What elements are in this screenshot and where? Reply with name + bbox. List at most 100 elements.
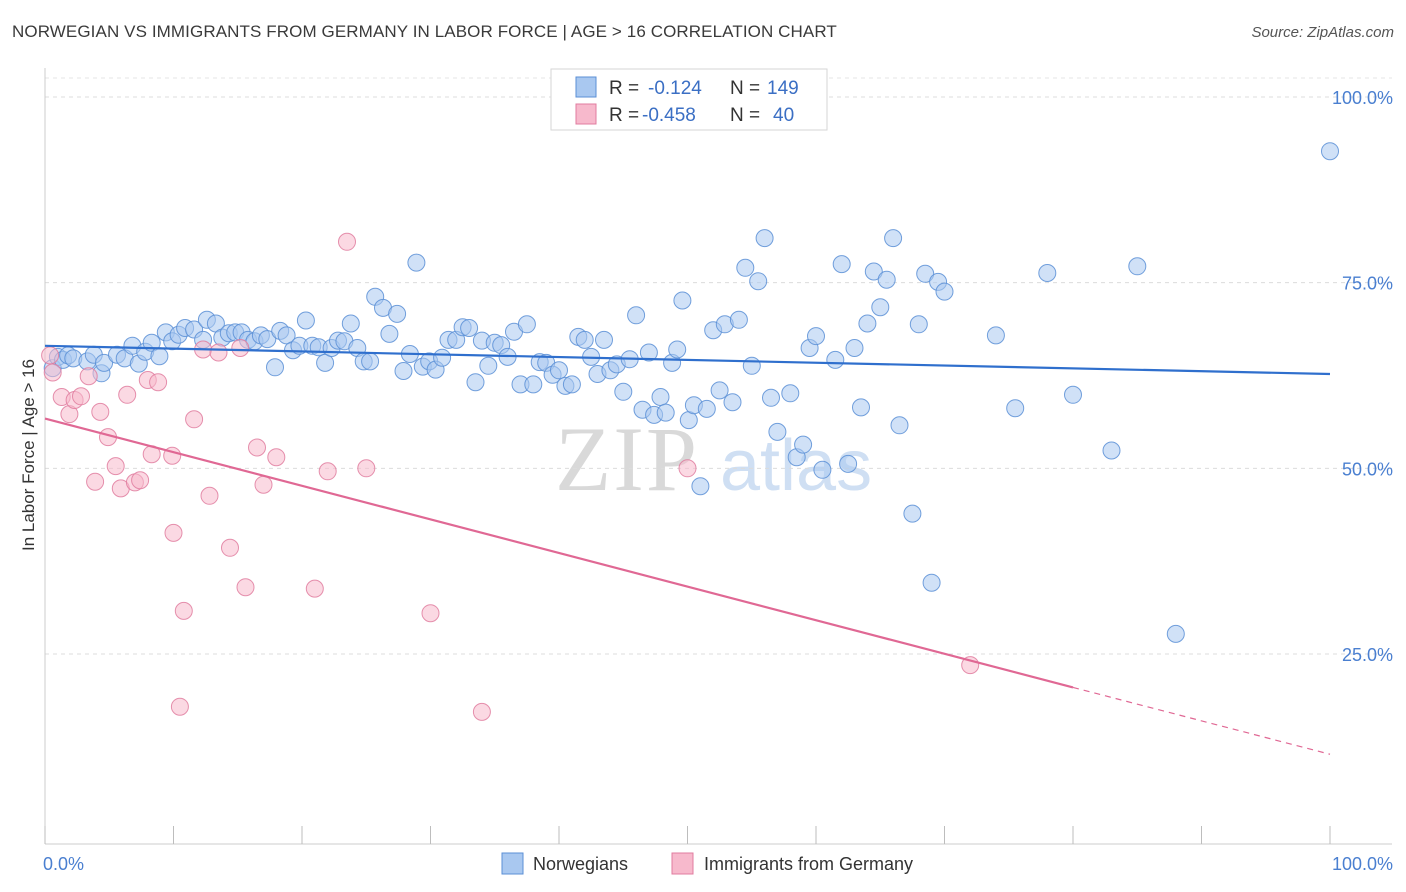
norwegian-point-99 <box>691 477 710 496</box>
norwegian-point-96 <box>673 291 692 310</box>
germany-point-21 <box>174 601 193 620</box>
norwegian-point-126 <box>877 270 896 289</box>
norwegian-point-93 <box>656 403 675 422</box>
germany-point-24 <box>200 486 219 505</box>
axes <box>44 68 1392 845</box>
norwegian-point-131 <box>916 264 935 283</box>
norwegian-point-58 <box>433 348 452 367</box>
y-tick-label-50: 50.0% <box>1342 459 1393 479</box>
norwegian-point-128 <box>890 416 909 435</box>
norwegian-point-135 <box>986 326 1005 345</box>
x-tick-label-0: 0.0% <box>43 854 84 874</box>
norwegian-point-92 <box>651 388 670 406</box>
germany-point-35 <box>357 459 376 478</box>
legend-swatch-norwegians <box>501 852 524 875</box>
norwegian-point-125 <box>871 298 890 317</box>
norwegian-point-119 <box>832 255 851 274</box>
grid-lines <box>45 77 1392 655</box>
norwegian-point-117 <box>813 460 832 479</box>
norwegian-point-105 <box>729 310 748 329</box>
germany-trend-extension <box>1072 686 1331 755</box>
stats-n-value-2: 40 <box>773 105 794 126</box>
norwegian-point-109 <box>755 229 774 248</box>
norwegian-point-62 <box>460 319 479 337</box>
stats-r-label-1: R = <box>609 78 639 99</box>
y-axis-label: In Labor Force | Age > 16 <box>19 359 38 551</box>
norwegian-point-78 <box>562 375 581 394</box>
norwegian-point-47 <box>361 352 380 371</box>
norwegian-point-122 <box>852 398 870 417</box>
germany-point-33 <box>318 462 337 481</box>
norwegian-point-65 <box>479 356 498 375</box>
source-label: Source: ZipAtlas.com <box>1251 24 1394 41</box>
x-tick-label-100: 100.0% <box>1332 854 1393 874</box>
norwegian-point-137 <box>1038 264 1057 282</box>
germany-point-28 <box>236 578 255 597</box>
norwegian-point-110 <box>762 388 780 407</box>
norwegian-point-116 <box>807 327 825 346</box>
norwegian-trend-line <box>44 344 1331 376</box>
norwegian-point-100 <box>697 399 716 418</box>
y-tick-label-100: 100.0% <box>1332 88 1393 108</box>
germany-point-30 <box>254 475 273 494</box>
germany-point-17 <box>149 373 168 392</box>
norwegian-point-40 <box>316 353 335 372</box>
stats-swatch-norwegians <box>575 76 597 98</box>
germany-point-14 <box>131 471 150 490</box>
germany-point-37 <box>472 702 491 721</box>
norwegian-point-142 <box>1321 142 1339 161</box>
germany-trend-line <box>44 417 1074 689</box>
norwegian-point-111 <box>768 422 787 441</box>
norwegian-point-106 <box>736 258 755 277</box>
stats-swatch-germany <box>575 103 597 125</box>
germany-point-7 <box>86 472 105 491</box>
norwegian-point-80 <box>575 330 594 349</box>
norwegian-point-108 <box>749 272 768 291</box>
norwegian-point-95 <box>668 340 687 359</box>
stats-r-value-2: -0.458 <box>642 105 696 126</box>
stats-n-label-1: N = <box>730 78 760 99</box>
norwegian-point-50 <box>380 324 399 343</box>
norwegian-point-71 <box>517 315 536 334</box>
norwegian-point-15 <box>150 347 169 366</box>
norwegian-point-139 <box>1102 441 1121 460</box>
norwegian-point-51 <box>388 304 407 323</box>
stats-r-label-2: R = <box>609 105 639 126</box>
watermark-zip: ZIP <box>555 408 699 510</box>
germany-point-6 <box>79 367 98 386</box>
x-tick-labels: 0.0% 100.0% <box>43 854 1393 874</box>
germany-point-29 <box>248 438 266 457</box>
chart-title: NORWEGIAN VS IMMIGRANTS FROM GERMANY IN … <box>12 22 837 41</box>
germany-point-25 <box>209 343 228 362</box>
germany-point-12 <box>118 385 137 404</box>
stats-n-value-1: 149 <box>767 78 799 99</box>
stats-n-label-2: N = <box>730 105 760 126</box>
norwegian-point-54 <box>407 253 426 272</box>
trend-lines <box>44 344 1331 755</box>
germany-point-22 <box>185 410 204 429</box>
stats-box: R = -0.124 N = 149 R = -0.458 N = 40 <box>550 68 828 131</box>
norwegian-point-31 <box>258 330 277 349</box>
germany-point-19 <box>164 523 183 542</box>
norwegian-point-141 <box>1166 624 1185 643</box>
norwegian-point-63 <box>466 373 485 392</box>
germany-point-31 <box>267 448 286 467</box>
norwegian-point-72 <box>524 375 543 394</box>
norwegian-point-102 <box>710 381 729 400</box>
y-tick-label-75: 75.0% <box>1342 274 1393 294</box>
germany-point-26 <box>221 538 239 557</box>
norwegian-point-76 <box>550 361 568 380</box>
germany-point-0 <box>41 346 60 365</box>
germany-point-34 <box>338 232 356 251</box>
germany-point-36 <box>421 604 440 623</box>
germany-point-38 <box>678 459 697 478</box>
stats-r-value-1: -0.124 <box>648 78 702 99</box>
norwegian-point-37 <box>296 311 315 330</box>
norwegian-point-32 <box>266 358 284 377</box>
norwegian-point-120 <box>839 454 858 473</box>
germany-point-10 <box>106 457 125 476</box>
norwegian-point-132 <box>922 573 941 592</box>
legend: Norwegians Immigrants from Germany <box>501 852 913 875</box>
norwegian-point-127 <box>884 229 903 248</box>
